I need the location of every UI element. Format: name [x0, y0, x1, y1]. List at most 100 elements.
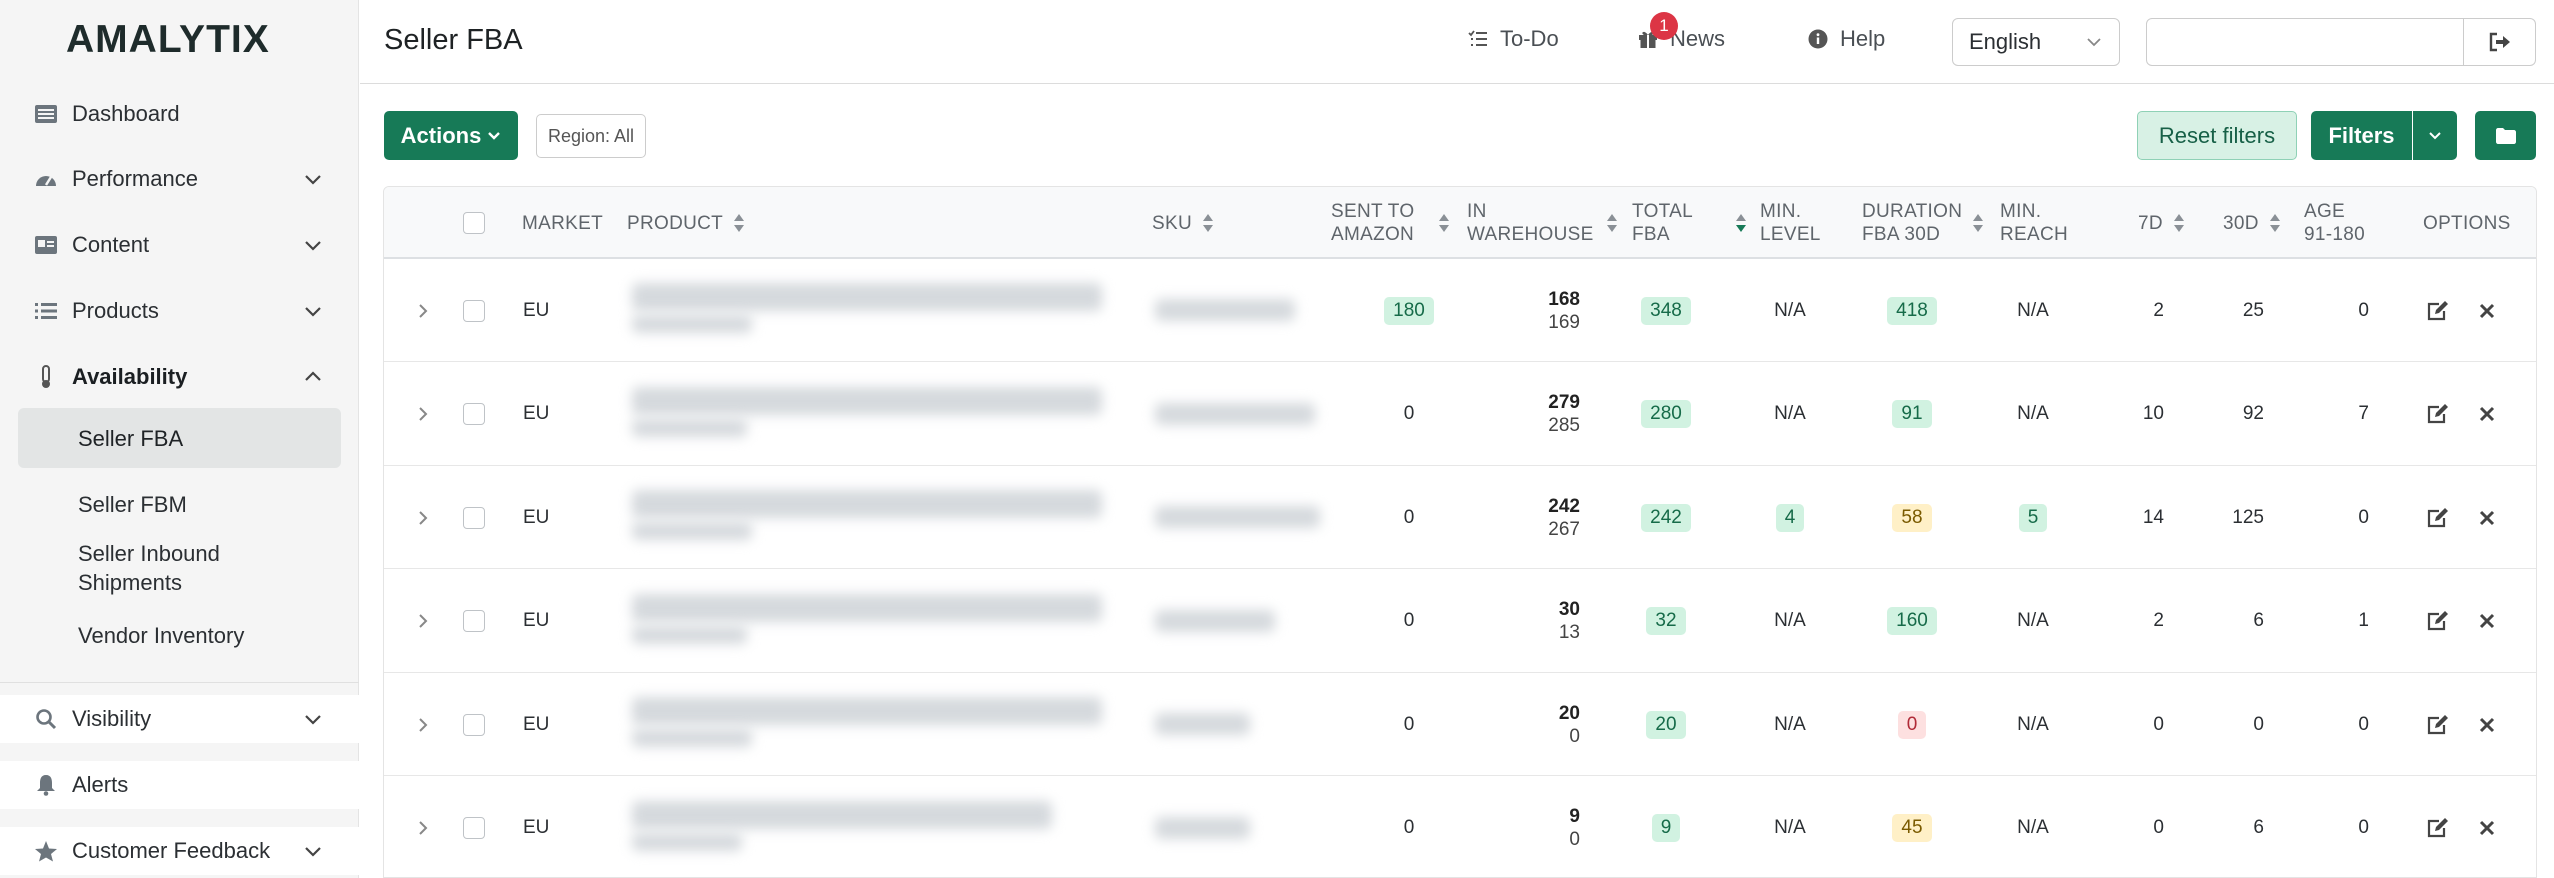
reset-filters-button[interactable]: Reset filters — [2137, 111, 2297, 160]
sort-icon — [1973, 214, 1984, 232]
remove-button[interactable] — [2479, 777, 2495, 878]
close-icon — [2479, 820, 2495, 836]
actions-button[interactable]: Actions — [384, 111, 518, 160]
column-duration-fba-30d[interactable]: DURATION FBA 30D — [1862, 187, 1984, 259]
duration-value: 160 — [1887, 607, 1937, 635]
edit-button[interactable] — [2426, 466, 2450, 569]
sidebar-subitem-seller-fbm[interactable]: Seller FBM — [18, 488, 341, 520]
speedometer-icon — [34, 167, 58, 191]
edit-button[interactable] — [2426, 259, 2450, 362]
edit-button[interactable] — [2426, 570, 2450, 673]
edit-button[interactable] — [2426, 673, 2450, 776]
row-checkbox[interactable] — [463, 299, 485, 322]
expand-row-button[interactable] — [408, 673, 438, 776]
saved-filters-button[interactable] — [2475, 111, 2536, 160]
sent-to-amazon-cell: 180 — [1324, 259, 1494, 362]
column-sent-to-amazon[interactable]: SENT TO AMAZON — [1331, 187, 1450, 259]
product-cell[interactable] — [620, 466, 1120, 569]
column-label-line: WAREHOUSE — [1467, 224, 1594, 245]
sidebar-item-customer-feedback[interactable]: Customer Feedback — [0, 827, 359, 875]
bell-icon — [34, 773, 58, 797]
edit-icon — [2427, 818, 2448, 838]
edit-button[interactable] — [2426, 363, 2450, 466]
sku-cell — [1147, 259, 1327, 362]
min-reach-cell: 5 — [1993, 466, 2073, 569]
region-filter-badge[interactable]: Region: All — [536, 114, 647, 158]
redacted-product-subtitle — [632, 315, 752, 333]
min-level-cell: N/A — [1750, 673, 1830, 776]
remove-button[interactable] — [2479, 673, 2495, 776]
language-value: English — [1969, 29, 2042, 54]
product-cell[interactable] — [620, 363, 1120, 466]
sidebar-item-availability[interactable]: Availability — [0, 353, 359, 401]
remove-button[interactable] — [2479, 570, 2495, 673]
remove-button[interactable] — [2479, 259, 2495, 362]
sidebar-subitem-seller-fba[interactable]: Seller FBA — [18, 408, 341, 468]
news-link[interactable]: News — [1638, 26, 1725, 52]
language-select[interactable]: English — [1952, 18, 2120, 66]
row-checkbox[interactable] — [463, 610, 485, 632]
product-cell[interactable] — [620, 570, 1120, 673]
expand-row-button[interactable] — [408, 363, 438, 466]
sidebar-subitem-vendor-inventory[interactable]: Vendor Inventory — [18, 619, 341, 651]
chevron-down-icon[interactable] — [302, 234, 324, 256]
sidebar-item-dashboard[interactable]: Dashboard — [0, 90, 359, 138]
30d-cell: 6 — [2253, 817, 2264, 838]
expand-row-button[interactable] — [408, 777, 438, 878]
column-label-line: DURATION — [1862, 201, 1963, 222]
chevron-right-icon — [419, 510, 428, 525]
sidebar-item-content[interactable]: Content — [0, 221, 359, 269]
column-product[interactable]: PRODUCT — [627, 187, 745, 259]
chevron-down-icon[interactable] — [302, 840, 324, 862]
close-icon — [2479, 303, 2495, 318]
product-cell[interactable] — [620, 259, 1120, 362]
age-cell: 0 — [2358, 506, 2369, 528]
in-warehouse-cell: 30 13 — [1444, 570, 1580, 673]
column-label-line: LEVEL — [1760, 224, 1821, 245]
expand-row-button[interactable] — [408, 466, 438, 569]
brand-logo[interactable]: AMALYTIX — [66, 18, 270, 61]
row-checkbox[interactable] — [463, 817, 485, 839]
warehouse-primary: 20 — [1558, 702, 1580, 724]
column-30d[interactable]: 30D — [2223, 187, 2281, 259]
remove-button[interactable] — [2479, 363, 2495, 466]
chevron-down-icon[interactable] — [302, 168, 324, 190]
sidebar-item-performance[interactable]: Performance — [0, 155, 359, 203]
product-cell[interactable] — [620, 673, 1120, 776]
sort-descending-icon — [1735, 214, 1746, 232]
close-icon — [2479, 406, 2495, 422]
todo-link[interactable]: To-Do — [1468, 26, 1559, 52]
column-market: MARKET — [522, 212, 603, 234]
filters-dropdown-button[interactable] — [2413, 111, 2457, 160]
chevron-down-icon[interactable] — [302, 708, 324, 730]
column-total-fba[interactable]: TOTAL FBA — [1632, 187, 1747, 259]
logout-button[interactable] — [2464, 18, 2536, 66]
column-sku[interactable]: SKU — [1152, 187, 1214, 259]
chevron-down-icon[interactable] — [302, 300, 324, 322]
sidebar-subitem-label: Seller Inbound Shipments — [78, 541, 220, 595]
row-checkbox[interactable] — [463, 713, 485, 736]
sidebar-subitem-seller-inbound-shipments[interactable]: Seller Inbound Shipments — [18, 538, 341, 600]
help-link[interactable]: Help — [1808, 26, 1885, 52]
filters-button[interactable]: Filters — [2311, 111, 2412, 160]
column-label: PRODUCT — [627, 212, 724, 234]
sent-value: 0 — [1403, 403, 1415, 424]
sidebar-item-visibility[interactable]: Visibility — [0, 695, 359, 743]
sidebar-item-alerts[interactable]: Alerts — [0, 761, 359, 809]
market-cell: EU — [523, 817, 550, 838]
product-cell[interactable] — [620, 777, 1120, 878]
expand-row-button[interactable] — [408, 259, 438, 362]
row-checkbox[interactable] — [463, 506, 485, 529]
select-all-checkbox[interactable] — [463, 212, 485, 234]
expand-row-button[interactable] — [408, 570, 438, 673]
search-input[interactable] — [2146, 18, 2464, 66]
remove-button[interactable] — [2479, 466, 2495, 569]
column-7d[interactable]: 7D — [2138, 187, 2185, 259]
sidebar-item-products[interactable]: Products — [0, 287, 359, 335]
column-label-line: AGE — [2304, 201, 2346, 222]
edit-button[interactable] — [2426, 777, 2450, 878]
column-in-warehouse[interactable]: IN WAREHOUSE — [1467, 187, 1618, 259]
row-checkbox[interactable] — [463, 403, 485, 425]
30d-cell: 125 — [2232, 506, 2264, 528]
chevron-up-icon[interactable] — [302, 366, 324, 388]
